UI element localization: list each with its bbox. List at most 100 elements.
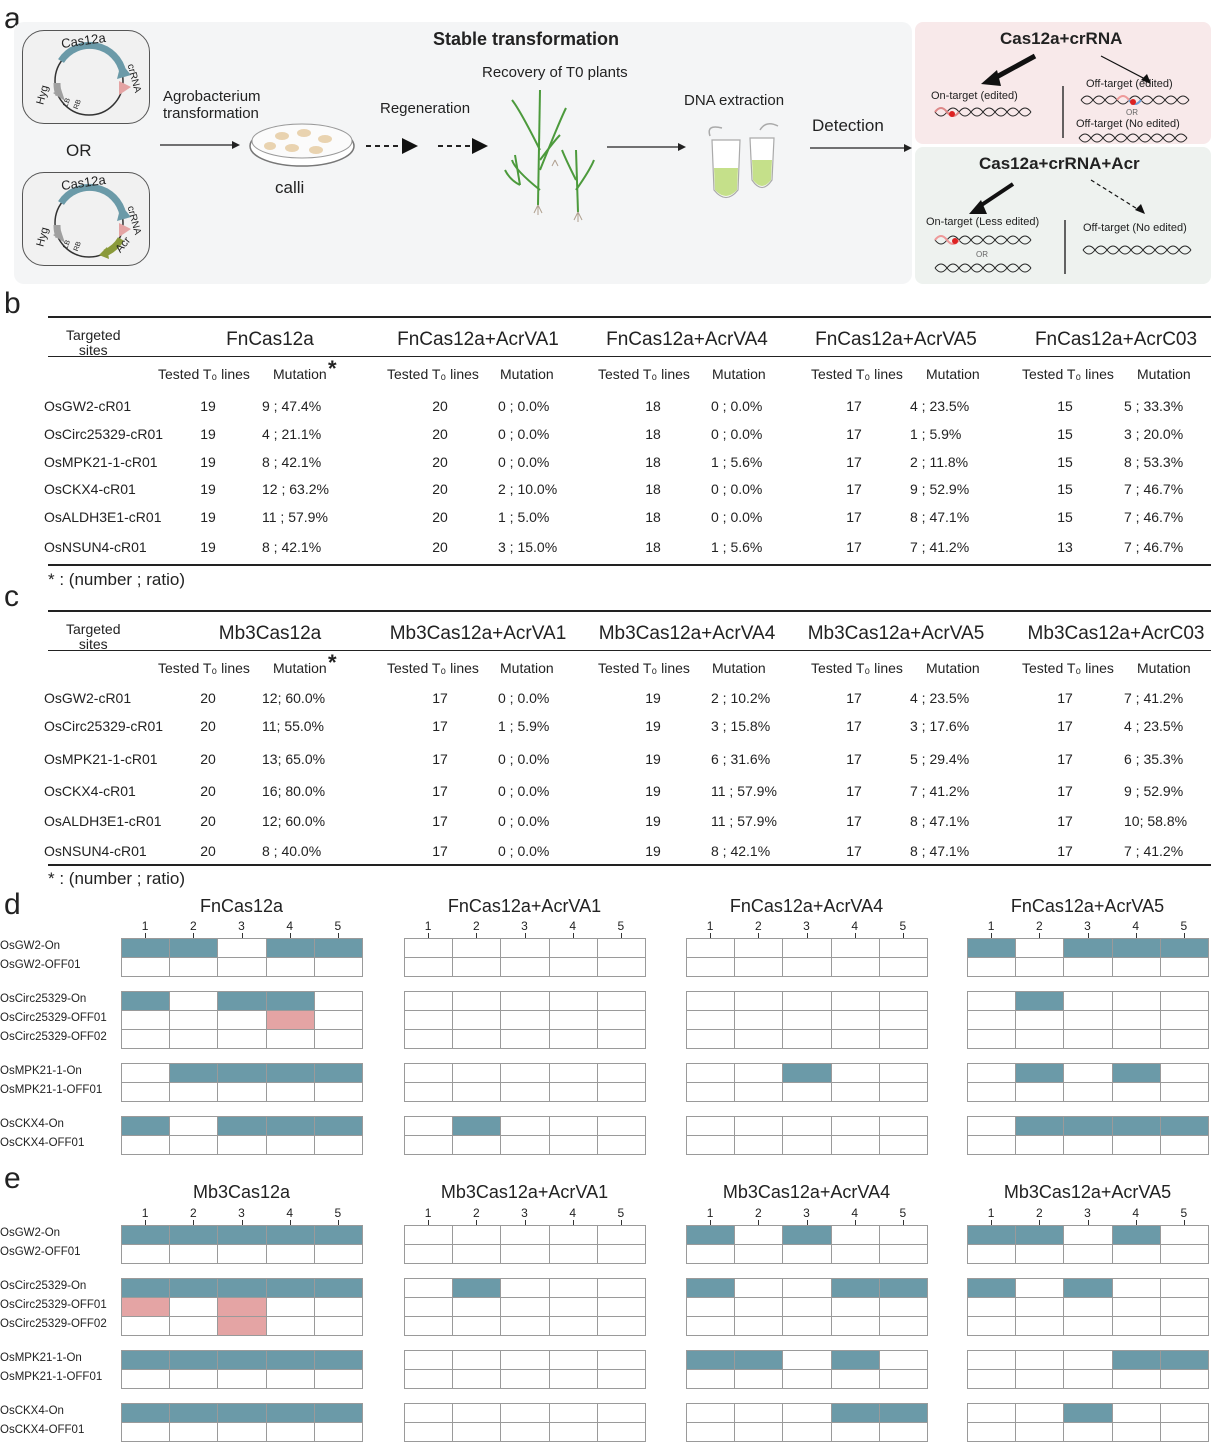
table-row-site: OsGW2-cR01: [44, 690, 132, 706]
tested-count-cell: 20: [432, 539, 448, 555]
grid-cell: [313, 1244, 363, 1264]
tested-count-cell: 20: [200, 843, 216, 859]
mutation-cell: 9 ; 47.4%: [262, 398, 322, 414]
panel-label-e: e: [4, 1162, 21, 1195]
grid-cell: [548, 1225, 598, 1245]
tested-count-cell: 17: [432, 751, 448, 767]
panel_c-group-header: Mb3Cas12a+AcrVA1: [389, 623, 567, 644]
tested-count-cell: 19: [200, 398, 216, 414]
on-target-edited-cell: [782, 1063, 832, 1083]
tested-count-cell: 17: [1057, 718, 1073, 734]
on-target-edited-cell: [1015, 1225, 1065, 1245]
box1-on-target: On-target (edited): [931, 90, 1018, 102]
grid-cell: [686, 1244, 736, 1264]
grid-column-number: 2: [189, 919, 197, 933]
panel_b-subheader-mutation: Mutation: [500, 366, 554, 382]
grid-cell: [596, 1225, 646, 1245]
grid-cell: [452, 1082, 502, 1102]
panel_c-subheader-mutation: Mutation: [500, 660, 554, 676]
grid-cell: [596, 1369, 646, 1389]
grid-cell: [1159, 1297, 1209, 1317]
table-row-site: OsCKX4-cR01: [44, 783, 136, 799]
grid-row-label: OsGW2-OFF01: [0, 959, 81, 971]
grid-column-number: 3: [238, 1206, 245, 1220]
grid-cell: [404, 1029, 454, 1049]
panel-label-b: b: [4, 287, 21, 320]
tested-count-cell: 18: [645, 454, 661, 470]
panel_b-subheader-mutation: Mutation: [926, 366, 980, 382]
mutation-cell: 8 ; 47.1%: [910, 509, 970, 525]
grid-cell: [1015, 1244, 1065, 1264]
grid-cell: [500, 1063, 550, 1083]
grid-cell: [967, 1010, 1017, 1030]
grid-cell: [596, 1082, 646, 1102]
mutation-cell: 8 ; 47.1%: [910, 813, 970, 829]
grid-cell: [169, 1082, 219, 1102]
grid-column-tick: [476, 1220, 478, 1225]
grid-column-number: 1: [141, 1206, 149, 1220]
grid-column-tick: [806, 1220, 808, 1225]
grid-cell: [967, 1369, 1017, 1389]
on-target-edited-cell: [830, 1403, 880, 1423]
grid-cell: [1063, 1082, 1113, 1102]
table-c-top-rule: [48, 610, 1211, 612]
grid-cell: [1111, 1278, 1161, 1298]
grid-cell: [878, 1063, 928, 1083]
grid-cell: [404, 1278, 454, 1298]
grid-cell: [217, 1369, 267, 1389]
grid-cell: [878, 1369, 928, 1389]
grid-cell: [1159, 1029, 1209, 1049]
workflow-arrows: [160, 89, 912, 222]
panel_b-subheader-tested: Tested T₀ lines: [387, 366, 479, 382]
grid-cell: [313, 957, 363, 977]
grid-cell: [452, 1297, 502, 1317]
grid-column-number: 1: [987, 1206, 995, 1220]
mutation-cell: 0 ; 0.0%: [498, 426, 550, 442]
grid-cell: [121, 1082, 171, 1102]
grid-cell: [967, 1422, 1017, 1442]
grid-cell: [313, 1029, 363, 1049]
grid-column-tick: [337, 1220, 339, 1225]
grid-cell: [830, 1422, 880, 1442]
grid-cell: [217, 1422, 267, 1442]
grid-cell: [265, 1135, 315, 1155]
tested-count-cell: 15: [1057, 481, 1073, 497]
grid-cell: [1111, 1297, 1161, 1317]
on-target-edited-cell: [121, 1116, 171, 1136]
grid-cell: [1111, 1244, 1161, 1264]
mutation-cell: 3 ; 15.8%: [711, 718, 771, 734]
mutation-cell: 0 ; 0.0%: [498, 783, 550, 799]
plasmid-map-icon: [53, 41, 131, 116]
tested-count-cell: 19: [645, 813, 661, 829]
on-target-edited-cell: [1111, 1063, 1161, 1083]
grid-column-number: 5: [617, 1206, 625, 1220]
mutation-cell: 6 ; 35.3%: [1124, 751, 1184, 767]
grid-cell: [686, 957, 736, 977]
grid-column-tick: [1039, 1220, 1041, 1225]
grid-title: FnCas12a+AcrVA4: [729, 896, 884, 916]
grid-cell: [782, 1297, 832, 1317]
on-target-edited-cell: [121, 938, 171, 958]
grid-cell: [265, 1082, 315, 1102]
tested-count-cell: 19: [200, 426, 216, 442]
mutation-cell: 7 ; 46.7%: [1124, 481, 1184, 497]
tested-count-cell: 15: [1057, 454, 1073, 470]
grid-cell: [500, 1297, 550, 1317]
on-target-edited-cell: [121, 991, 171, 1011]
panel_b-group-header: FnCas12a: [226, 329, 314, 350]
grid-cell: [500, 1116, 550, 1136]
mutation-cell: 3 ; 20.0%: [1124, 426, 1184, 442]
grid-cell: [404, 1082, 454, 1102]
mutation-cell: 5 ; 29.4%: [910, 751, 970, 767]
on-target-edited-cell: [1111, 1350, 1161, 1370]
grid-cell: [500, 1135, 550, 1155]
on-target-edited-cell: [782, 1225, 832, 1245]
grid-cell: [169, 1116, 219, 1136]
panel_c-subheader-mutation: Mutation: [926, 660, 980, 676]
grid-cell: [548, 1116, 598, 1136]
grid-cell: [782, 1278, 832, 1298]
table-row-site: OsMPK21-1-cR01: [44, 751, 158, 767]
on-target-edited-cell: [169, 1225, 219, 1245]
mutation-cell: 0 ; 0.0%: [498, 751, 550, 767]
grid-cell: [121, 1369, 171, 1389]
